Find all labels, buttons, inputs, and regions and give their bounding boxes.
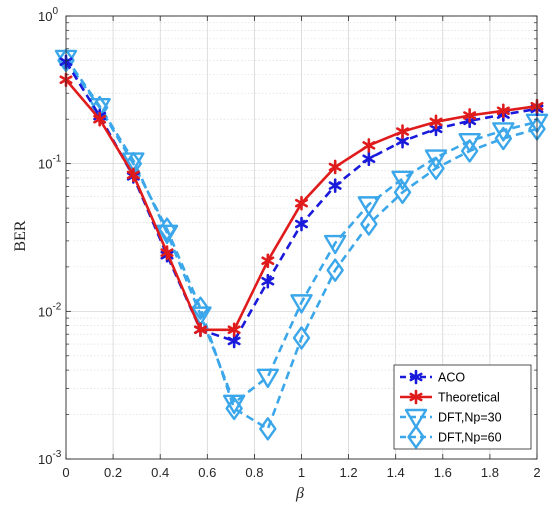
- data-point: [160, 245, 174, 260]
- data-point: [424, 149, 448, 169]
- data-point: [259, 417, 277, 441]
- legend-item: DFT,Np=30: [400, 408, 502, 429]
- data-point: [193, 322, 207, 338]
- y-tick-label: 10-1: [38, 154, 62, 172]
- data-point: [323, 234, 347, 255]
- legend-label: ACO: [438, 371, 465, 385]
- data-point: [360, 212, 378, 236]
- legend: ACO Theoretical DFT,Np=30 DFT,Np=60: [393, 364, 532, 450]
- data-point: [393, 180, 412, 204]
- legend-label: DFT,Np=30: [438, 411, 502, 425]
- x-tick-label: 1.4: [387, 465, 405, 480]
- data-point: [496, 103, 510, 119]
- series-line: [64, 57, 538, 405]
- x-tick-label: 0: [62, 465, 69, 480]
- data-point: [122, 152, 145, 172]
- legend-item: Theoretical: [400, 389, 500, 405]
- legend-marker: [409, 389, 423, 405]
- legend-marker: [409, 369, 423, 385]
- data-point: [155, 224, 179, 245]
- data-point: [292, 326, 311, 350]
- x-tick-label: 1.8: [481, 465, 499, 480]
- data-point: [222, 394, 246, 415]
- data-point: [427, 156, 445, 181]
- data-point: [362, 151, 376, 167]
- data-point: [93, 111, 107, 127]
- data-point: [326, 258, 344, 282]
- legend-item: DFT,Np=60: [400, 425, 502, 449]
- data-point: [391, 170, 414, 190]
- legend-marker: [407, 425, 425, 449]
- data-point: [458, 132, 481, 153]
- data-point: [328, 159, 342, 175]
- x-tick-label: 1.6: [434, 465, 452, 480]
- data-point: [396, 124, 410, 139]
- y-tick-label: 10-3: [38, 449, 62, 467]
- data-point: [126, 167, 140, 183]
- x-tick-label: 0.6: [198, 465, 216, 480]
- legend-marker: [404, 408, 428, 429]
- y-tick-label: 100: [38, 6, 58, 24]
- data-point: [460, 139, 479, 163]
- x-tick-label: 1: [298, 465, 305, 480]
- data-point: [463, 108, 477, 123]
- x-axis-title: β: [295, 485, 304, 502]
- legend-item: ACO: [400, 369, 465, 385]
- data-point: [362, 138, 376, 153]
- data-point: [227, 322, 241, 338]
- data-point: [261, 273, 275, 289]
- data-point: [261, 253, 275, 269]
- y-axis-title: BER: [12, 220, 29, 251]
- data-point: [256, 368, 280, 389]
- data-point: [492, 122, 515, 142]
- x-tick-label: 0.2: [104, 465, 122, 480]
- data-point: [357, 196, 381, 216]
- legend-label: DFT,Np=60: [438, 431, 502, 445]
- data-point: [290, 294, 313, 314]
- data-point: [295, 216, 308, 232]
- data-point: [295, 195, 308, 211]
- x-tick-label: 0.4: [151, 465, 169, 480]
- x-tick-label: 1.2: [340, 465, 358, 480]
- x-tick-label: 2: [533, 465, 540, 480]
- tick-labels: 0 0.2 0.4 0.6 0.8 1 1.2 1.4 1.6 1.8 2 10-3 10-2 10-1 1…: [38, 6, 541, 480]
- data-point: [494, 126, 513, 151]
- y-tick-label: 10-2: [38, 301, 62, 319]
- series-dft-np-30: [54, 49, 549, 415]
- data-point: [429, 114, 443, 130]
- ticks: [65, 15, 538, 460]
- legend-label: Theoretical: [438, 391, 500, 405]
- x-tick-label: 0.8: [245, 465, 263, 480]
- data-point: [328, 178, 342, 193]
